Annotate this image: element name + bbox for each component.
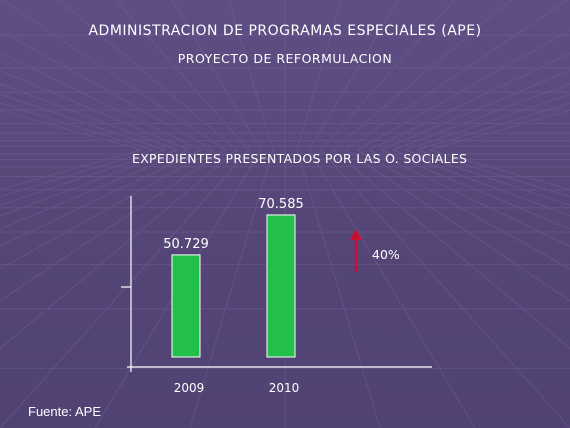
up-arrow-icon (350, 229, 362, 272)
growth-annotation: 40% (350, 229, 400, 272)
bar-value-label: 50.729 (163, 237, 209, 252)
page-subtitle: PROYECTO DE REFORMULACION (177, 51, 393, 66)
x-tick-label: 2009 (174, 381, 205, 395)
growth-label: 40% (372, 247, 400, 262)
bar-2009 (171, 254, 201, 358)
bar-2010 (266, 214, 296, 358)
bar-value-label: 70.585 (258, 197, 304, 212)
x-tick-label: 2010 (269, 381, 300, 395)
page-title: ADMINISTRACION DE PROGRAMAS ESPECIALES (… (88, 23, 482, 39)
chart-title: EXPEDIENTES PRESENTADOS POR LAS O. SOCIA… (132, 151, 468, 166)
source-note: Fuente: APE (28, 404, 101, 419)
